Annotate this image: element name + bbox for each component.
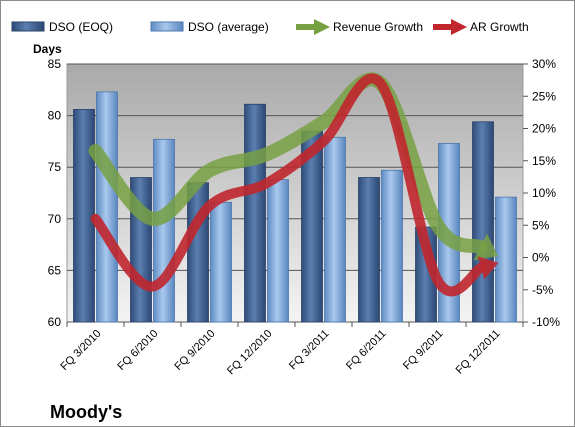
bar-dso-average bbox=[153, 138, 175, 323]
bar-dso-average bbox=[267, 179, 289, 323]
x-tick-label: FQ 6/2010 bbox=[115, 328, 160, 373]
legend: DSO (EOQ) DSO (average) Revenue Growth AR G… bbox=[11, 19, 529, 35]
y-tick-label: 60 bbox=[48, 315, 62, 329]
legend-label: DSO (average) bbox=[188, 20, 269, 34]
x-tick-label: FQ 12/2011 bbox=[454, 328, 503, 377]
bar-dso-eoq bbox=[472, 121, 494, 323]
legend-swatch-arrowhead bbox=[451, 19, 467, 35]
y2-tick-label: 10% bbox=[532, 186, 556, 200]
y2-tick-label: -10% bbox=[532, 315, 560, 329]
y2-tick-label: 0% bbox=[532, 251, 550, 265]
bar-dso-average bbox=[381, 169, 403, 323]
legend-swatch-arrowhead bbox=[314, 19, 330, 35]
bar-dso-eoq bbox=[73, 109, 95, 323]
bar-dso-eoq bbox=[358, 177, 380, 323]
y-axis-title: Days bbox=[33, 42, 62, 56]
legend-swatch-bar bbox=[11, 21, 45, 32]
y2-tick-label: 15% bbox=[532, 154, 556, 168]
bar-dso-average bbox=[210, 201, 232, 323]
y2-tick-label: 25% bbox=[532, 89, 556, 103]
bar-dso-eoq bbox=[244, 103, 266, 323]
bar-dso-average bbox=[324, 136, 346, 323]
y-tick-label: 75 bbox=[48, 160, 62, 174]
y2-tick-label: 5% bbox=[532, 218, 550, 232]
arrowhead-revenue-growth bbox=[473, 233, 499, 261]
y2-tick-label: 30% bbox=[532, 57, 556, 71]
y-tick-label: 85 bbox=[48, 57, 62, 71]
legend-label: DSO (EOQ) bbox=[49, 20, 113, 34]
x-tick-label: FQ 9/2010 bbox=[172, 328, 217, 373]
arrowhead-ar-growth bbox=[477, 256, 499, 280]
bar-dso-average bbox=[96, 91, 118, 323]
x-tick-label: FQ 9/2011 bbox=[401, 328, 446, 373]
y-tick-label: 65 bbox=[48, 263, 62, 277]
growth-lines bbox=[88, 72, 499, 297]
y-tick-label: 80 bbox=[48, 109, 62, 123]
legend-swatch-bar bbox=[150, 21, 184, 32]
line-ar-growth bbox=[90, 73, 487, 297]
legend-label: Revenue Growth bbox=[333, 20, 423, 34]
line-revenue-growth bbox=[88, 72, 488, 255]
x-tick-label: FQ 3/2011 bbox=[287, 328, 332, 373]
legend-label: AR Growth bbox=[470, 20, 529, 34]
x-tick-label: FQ 12/2010 bbox=[225, 328, 275, 378]
bar-dso-average bbox=[495, 196, 517, 323]
x-tick-label: FQ 6/2011 bbox=[344, 328, 389, 373]
y2-tick-label: 20% bbox=[532, 122, 556, 136]
chart-title: Moody's bbox=[50, 402, 122, 422]
x-tick-label: FQ 3/2010 bbox=[58, 328, 103, 373]
y-tick-label: 70 bbox=[48, 212, 62, 226]
y2-tick-label: -5% bbox=[532, 283, 554, 297]
